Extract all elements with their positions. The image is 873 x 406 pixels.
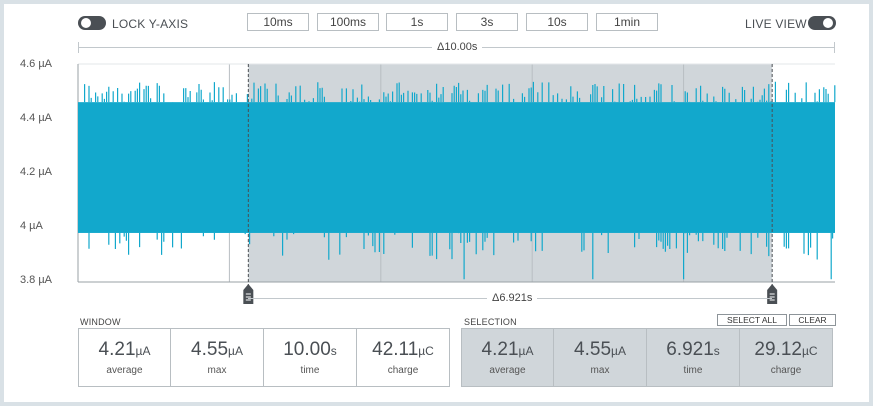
stat-unit: µA (135, 344, 151, 358)
stat-caption: average (489, 365, 526, 376)
stat-unit: µA (611, 344, 626, 358)
stat-value: 10.00 (283, 339, 331, 360)
stat-unit: s (330, 344, 337, 358)
stat-caption: charge (387, 365, 419, 376)
window-time: 10.00s time (264, 328, 357, 387)
window-span-tick-left (78, 42, 79, 53)
selection-delta-label: Δ6.921s (487, 292, 538, 304)
selection-cursor-handle[interactable] (767, 284, 778, 304)
lock-y-axis-label: LOCK Y-AXIS (112, 17, 189, 31)
window-button-1min[interactable]: 1min (596, 13, 658, 31)
current-signal-troughs (88, 232, 834, 280)
window-button-100ms[interactable]: 100ms (317, 13, 379, 31)
current-signal-peaks (84, 81, 836, 103)
stat-value: 4.21 (481, 339, 519, 360)
toggle-knob (823, 18, 833, 28)
stat-caption: average (106, 365, 143, 376)
y-tick-label: 4.4 µA (20, 112, 53, 124)
selection-section-label: SELECTION (464, 317, 517, 327)
stat-unit: µA (228, 344, 243, 358)
stat-value: 4.21 (98, 339, 136, 360)
window-button-1s[interactable]: 1s (386, 13, 448, 31)
selection-stats: 4.21µA average 4.55µA max 6.921s time 29.12… (461, 328, 833, 387)
window-max: 4.55µA max (171, 328, 264, 387)
clear-button[interactable]: CLEAR (789, 314, 836, 326)
y-tick-label: 3.8 µA (20, 274, 53, 286)
select-all-button[interactable]: SELECT ALL (717, 314, 787, 326)
window-average: 4.21µA average (78, 328, 171, 387)
current-signal-band (78, 102, 835, 233)
window-span-tick-right (834, 42, 835, 53)
stat-caption: time (683, 365, 703, 376)
selection-average: 4.21µA average (461, 328, 554, 387)
stat-unit: µA (518, 344, 534, 358)
selection-charge: 29.12µC charge (740, 328, 833, 387)
stat-unit: s (713, 344, 720, 358)
stat-value: 42.11 (372, 339, 419, 360)
stat-caption: max (207, 365, 227, 376)
selection-max: 4.55µA max (554, 328, 647, 387)
window-button-10ms[interactable]: 10ms (247, 13, 309, 31)
selection-time: 6.921s time (647, 328, 740, 387)
window-charge: 42.11µC charge (357, 328, 450, 387)
stat-value: 29.12 (754, 339, 802, 360)
stat-unit: µC (418, 344, 434, 358)
window-stats: 4.21µA average 4.55µA max 10.00s time 42.11… (78, 328, 450, 387)
stat-value: 6.921 (666, 339, 714, 360)
stat-unit: µC (801, 344, 818, 358)
stat-caption: max (590, 365, 610, 376)
y-tick-label: 4.2 µA (20, 166, 53, 178)
window-delta-label: Δ10.00s (432, 41, 483, 53)
y-tick-label: 4.6 µA (20, 58, 53, 70)
y-tick-label: 4 µA (20, 220, 43, 232)
stat-value: 4.55 (574, 339, 612, 360)
stat-value: 4.55 (191, 339, 229, 360)
stat-caption: charge (770, 365, 802, 376)
window-section-label: WINDOW (80, 317, 121, 327)
window-button-3s[interactable]: 3s (456, 13, 518, 31)
selection-cursor-handle[interactable] (243, 284, 254, 304)
stat-caption: time (300, 365, 320, 376)
live-view-label: LIVE VIEW (745, 17, 807, 31)
live-view-toggle[interactable] (808, 16, 836, 30)
lock-y-axis-toggle[interactable] (78, 16, 106, 30)
toggle-knob (81, 18, 91, 28)
window-button-10s[interactable]: 10s (526, 13, 588, 31)
